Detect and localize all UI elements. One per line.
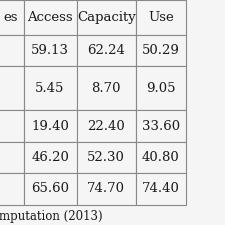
Text: 59.13: 59.13 [31, 44, 69, 57]
Text: 22.40: 22.40 [88, 119, 125, 133]
Bar [136, 0, 186, 35]
Bar [24, 110, 76, 142]
Bar [24, 35, 76, 66]
Bar [0, 0, 24, 35]
Bar [0, 173, 24, 205]
Text: 19.40: 19.40 [31, 119, 69, 133]
Bar [0, 35, 24, 66]
Text: 52.30: 52.30 [87, 151, 125, 164]
Bar [136, 35, 186, 66]
Text: 62.24: 62.24 [87, 44, 125, 57]
Text: 46.20: 46.20 [31, 151, 69, 164]
Bar [24, 173, 76, 205]
Text: 8.70: 8.70 [92, 82, 121, 95]
Bar [76, 0, 136, 35]
Bar [24, 0, 76, 35]
Text: 9.05: 9.05 [146, 82, 176, 95]
Bar [76, 173, 136, 205]
Text: 50.29: 50.29 [142, 44, 180, 57]
Text: 74.70: 74.70 [87, 182, 125, 196]
Text: 5.45: 5.45 [35, 82, 65, 95]
Text: Use: Use [148, 11, 174, 24]
Bar [136, 110, 186, 142]
Bar [76, 66, 136, 110]
Text: mputation (2013): mputation (2013) [0, 210, 103, 223]
Bar [136, 142, 186, 173]
Bar [76, 142, 136, 173]
Bar [24, 66, 76, 110]
Bar [136, 173, 186, 205]
Bar [0, 142, 24, 173]
Bar [76, 110, 136, 142]
Text: Access: Access [27, 11, 73, 24]
Text: es: es [3, 11, 18, 24]
Text: 40.80: 40.80 [142, 151, 180, 164]
Text: 74.40: 74.40 [142, 182, 180, 196]
Bar [0, 66, 24, 110]
Bar [24, 142, 76, 173]
Text: 65.60: 65.60 [31, 182, 69, 196]
Bar [136, 66, 186, 110]
Bar [76, 35, 136, 66]
Bar [0, 110, 24, 142]
Text: Capacity: Capacity [77, 11, 136, 24]
Text: 33.60: 33.60 [142, 119, 180, 133]
